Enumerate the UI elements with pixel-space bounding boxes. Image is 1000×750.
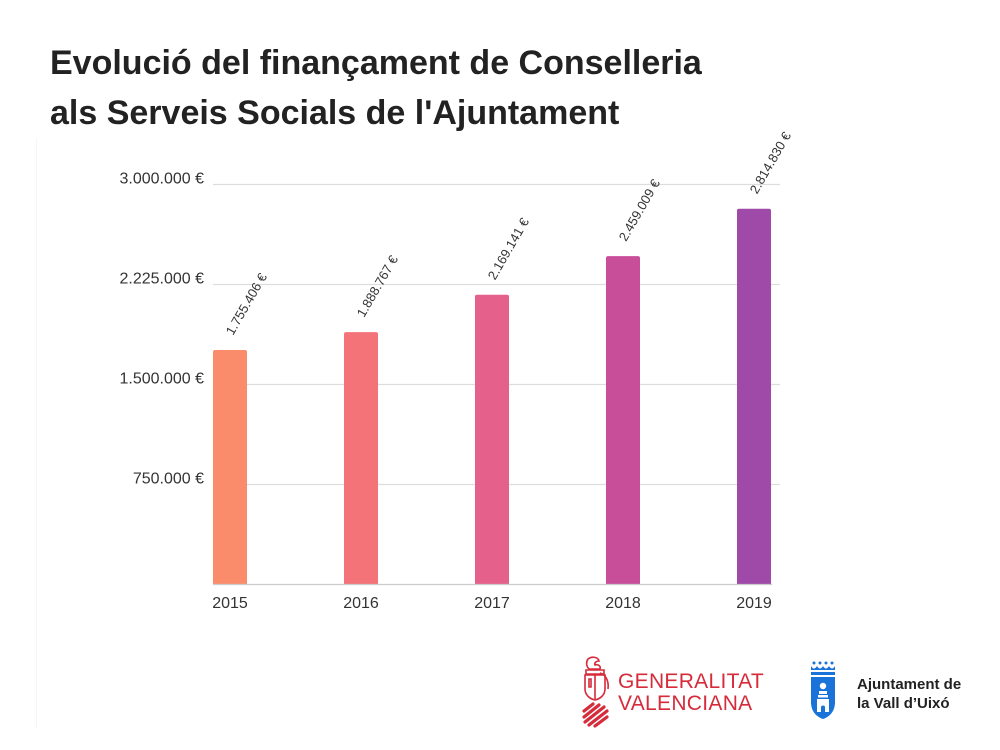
- bar-2016: [344, 332, 378, 584]
- y-axis: 3.000.000 € 2.225.000 € 1.500.000 € 750.000…: [119, 171, 204, 488]
- ajuntament-line-2: la Vall d’Uixó: [857, 695, 950, 712]
- bar-2017: [475, 294, 509, 584]
- bars: [213, 208, 771, 584]
- chart-panel: [36, 138, 837, 728]
- y-tick-label: 2.225.000 €: [119, 271, 204, 288]
- ajuntament-wordmark: Ajuntament de la Vall d’Uixó: [857, 675, 961, 713]
- x-tick-label: 2017: [474, 595, 510, 612]
- data-label: 2.169.141 €: [485, 215, 533, 283]
- data-label: 1.755.406 €: [223, 270, 271, 338]
- generalitat-coat-of-arms-icon: [582, 656, 609, 728]
- generalitat-line-2: VALENCIANA: [618, 692, 753, 715]
- data-label: 2.814.830 €: [747, 129, 795, 197]
- generalitat-valenciana-logo: GENERALITAT VALENCIANA: [580, 655, 764, 730]
- generalitat-wordmark: GENERALITAT VALENCIANA: [618, 671, 764, 715]
- y-tick-label: 3.000.000 €: [119, 171, 204, 188]
- chart-title-line-2: als Serveis Socials de l'Ajuntament: [50, 94, 620, 132]
- chart-title: Evolució del finançament de Conselleria …: [50, 38, 702, 138]
- x-tick-label: 2015: [212, 595, 248, 612]
- vall-uixo-shield-icon: [811, 661, 835, 719]
- x-tick-label: 2019: [736, 595, 772, 612]
- bar-2019: [737, 208, 771, 584]
- y-tick-label: 750.000 €: [133, 471, 204, 488]
- y-tick-label: 1.500.000 €: [119, 371, 204, 388]
- bar-2018: [606, 256, 640, 584]
- data-label: 1.888.767 €: [354, 252, 402, 320]
- ajuntament-vall-uixo-logo: Ajuntament de la Vall d’Uixó: [807, 660, 987, 725]
- chart-title-line-1: Evolució del finançament de Conselleria: [50, 44, 702, 82]
- x-axis: 2015 2016 2017 2018 2019: [212, 583, 772, 612]
- x-tick-label: 2016: [343, 595, 379, 612]
- generalitat-line-1: GENERALITAT: [618, 670, 765, 693]
- bar-2015: [213, 349, 247, 584]
- data-label: 2.459.009 €: [616, 176, 664, 244]
- ajuntament-line-1: Ajuntament de: [857, 676, 962, 693]
- x-tick-label: 2018: [605, 595, 641, 612]
